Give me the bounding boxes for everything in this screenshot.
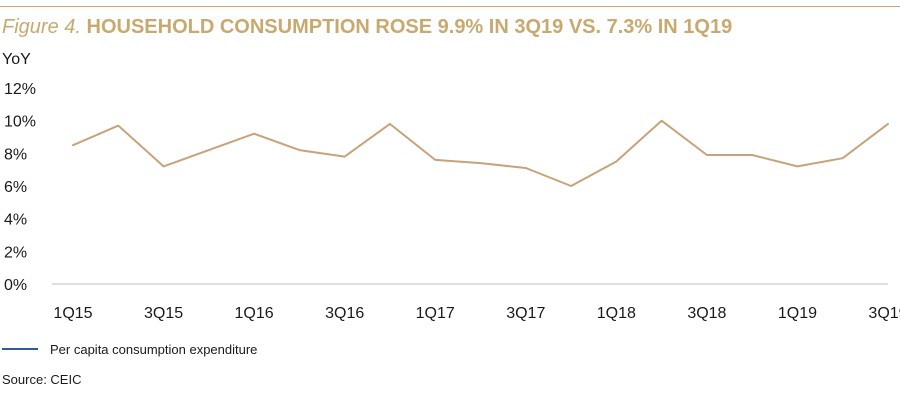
x-tick-label: 3Q15 bbox=[144, 305, 183, 322]
y-tick-label: 12% bbox=[4, 81, 36, 98]
y-tick-label: 10% bbox=[4, 114, 36, 131]
legend: Per capita consumption expenditure bbox=[2, 341, 257, 357]
x-tick-label: 3Q17 bbox=[506, 305, 545, 322]
x-tick-label: 3Q16 bbox=[325, 305, 364, 322]
top-rule bbox=[0, 6, 900, 7]
source-note: Source: CEIC bbox=[2, 372, 82, 387]
x-tick-label: 1Q16 bbox=[235, 305, 274, 322]
x-tick-label: 1Q19 bbox=[778, 305, 817, 322]
series-line bbox=[72, 119, 889, 187]
chart-title: Figure 4. HOUSEHOLD CONSUMPTION ROSE 9.9… bbox=[2, 16, 732, 39]
legend-label: Per capita consumption expenditure bbox=[50, 341, 258, 357]
x-tick-label: 3Q18 bbox=[687, 305, 726, 322]
x-tick-label: 1Q17 bbox=[416, 305, 455, 322]
figure-heading: HOUSEHOLD CONSUMPTION ROSE 9.9% IN 3Q19 … bbox=[86, 16, 733, 38]
y-tick-label: 2% bbox=[4, 244, 27, 261]
figure-label: Figure 4. bbox=[2, 16, 81, 38]
x-tick-label: 1Q15 bbox=[53, 305, 92, 322]
y-tick-label: 8% bbox=[4, 146, 27, 163]
x-tick-label: 3Q19 bbox=[868, 305, 900, 322]
y-tick-label: 0% bbox=[4, 277, 27, 294]
y-tick-label: 6% bbox=[4, 179, 27, 196]
y-tick-label: 4% bbox=[4, 212, 27, 229]
legend-swatch bbox=[2, 348, 38, 350]
y-axis-label: YoY bbox=[2, 51, 31, 68]
x-tick-label: 1Q18 bbox=[597, 305, 636, 322]
